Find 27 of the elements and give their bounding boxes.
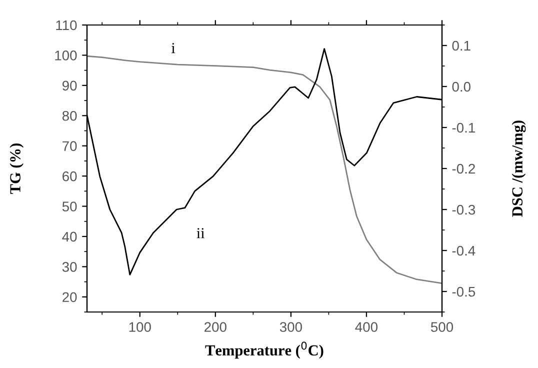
- y2-tick-label: -0.3: [452, 204, 476, 215]
- y-tick-label: 70: [62, 141, 77, 152]
- x-tick-label: 400: [355, 322, 378, 332]
- y-tick-label: 50: [62, 202, 77, 212]
- y2-tick-label: 0.1: [452, 40, 470, 51]
- x-tick-label: 500: [430, 322, 454, 332]
- y-tick-label: 80: [62, 110, 77, 121]
- y2-tick-label: -0.1: [452, 122, 475, 133]
- x-tick-label: 200: [204, 322, 226, 332]
- x-axis-title: Temperature ($^{0}$C): [205, 342, 324, 359]
- y2-tick-label: -0.2: [452, 164, 475, 174]
- y-tick-label: 40: [62, 232, 77, 242]
- y-tick-label: 110: [56, 20, 77, 30]
- annotation: ii: [196, 228, 205, 238]
- y-tick-label: 100: [55, 50, 77, 60]
- y2-axis-title: DSC /(mw/mg): [512, 120, 526, 217]
- x-tick-label: 100: [129, 322, 151, 332]
- annotation: i: [171, 42, 176, 54]
- y-tick-label: 30: [62, 262, 77, 272]
- y-tick-label: 20: [62, 292, 77, 302]
- y-tick-label: 60: [62, 171, 77, 182]
- y2-tick-label: 0.0: [452, 82, 470, 92]
- y-tick-label: 90: [62, 80, 77, 91]
- x-tick-label: 300: [280, 322, 302, 332]
- y2-tick-label: -0.5: [452, 286, 476, 297]
- y-axis-title: TG (%): [10, 144, 24, 194]
- y2-tick-label: -0.4: [452, 246, 476, 256]
